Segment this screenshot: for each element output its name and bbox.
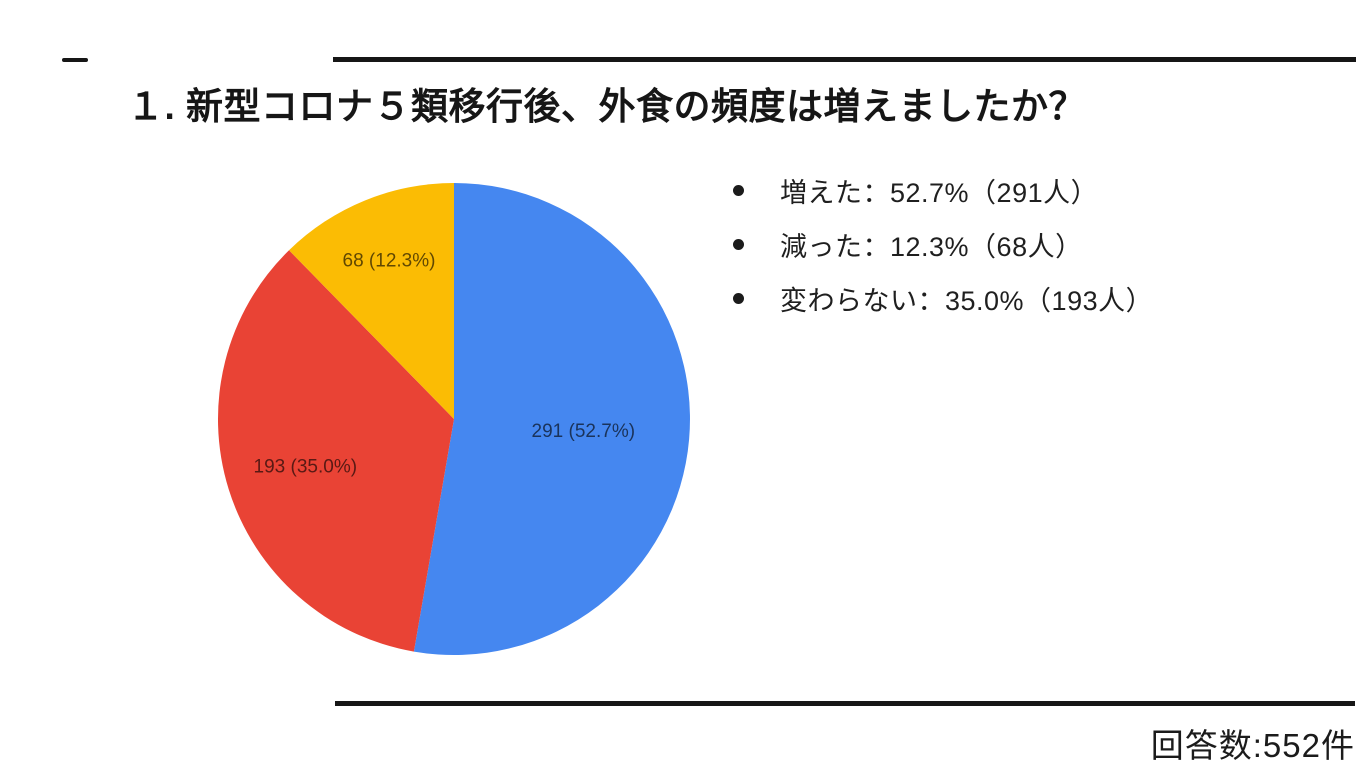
legend-label: 増えた：52.7%（291人） — [780, 177, 1099, 208]
legend-item-decreased: 減った：12.3%（68人） — [733, 217, 1153, 271]
chart-title: １. 新型コロナ５類移行後、外食の頻度は増えましたか？ — [127, 86, 1087, 127]
respondent-count: 回答数:552件 — [1150, 727, 1355, 764]
legend-item-unchanged: 変わらない：35.0%（193人） — [733, 271, 1153, 325]
corner-dash — [62, 58, 88, 62]
bullet-icon — [733, 238, 744, 250]
bottom-rule — [335, 701, 1355, 706]
legend-item-increased: 増えた：52.7%（291人） — [733, 163, 1153, 217]
pie-slice-減った — [289, 183, 454, 419]
bullet-icon — [733, 184, 744, 196]
bullet-icon — [733, 292, 744, 304]
pie-slice-増えた — [413, 183, 690, 655]
pie-chart: 291 (52.7%) 193 (35.0%) 68 (12.3%) — [217, 183, 690, 655]
legend: 増えた：52.7%（291人） 減った：12.3%（68人） 変わらない：35.… — [733, 163, 1153, 325]
top-rule — [333, 57, 1356, 62]
legend-label: 減った：12.3%（68人） — [780, 231, 1083, 262]
pie-slice-label: 68 (12.3%) — [343, 251, 436, 272]
legend-label: 変わらない：35.0%（193人） — [780, 285, 1154, 316]
pie-slice-label: 193 (35.0%) — [254, 456, 358, 477]
pie-slice-label: 291 (52.7%) — [532, 421, 636, 442]
pie-slice-変わらない — [217, 250, 454, 652]
